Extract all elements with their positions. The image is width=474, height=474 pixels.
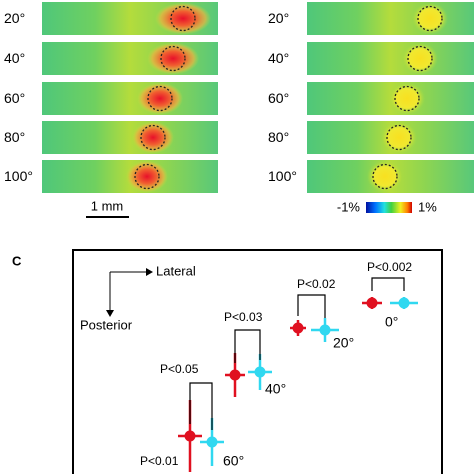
point: [292, 322, 304, 334]
point: [254, 366, 266, 378]
hot-spot: [126, 160, 168, 193]
hot-spot: [147, 42, 199, 75]
row-label: 100°: [4, 168, 33, 184]
panel-label: C: [12, 253, 22, 268]
bracket: [297, 294, 326, 318]
point: [319, 324, 331, 336]
row-label: 20°: [268, 10, 289, 26]
row-label: 40°: [268, 50, 289, 66]
p-value: P<0.002: [367, 260, 412, 274]
row-label: 20°: [4, 10, 25, 26]
heat-strip: [307, 2, 474, 35]
roi-circle: [160, 45, 186, 72]
p-value: P<0.01: [140, 454, 179, 468]
roi-circle: [140, 124, 166, 151]
hot-spot: [155, 2, 211, 35]
roi-circle: [394, 85, 420, 112]
roi-circle: [386, 124, 412, 151]
roi-circle: [147, 85, 173, 112]
angle-label: 0°: [385, 314, 398, 330]
point: [366, 297, 378, 309]
heat-strip: [307, 42, 474, 75]
row-label: 100°: [268, 168, 297, 184]
roi-circle: [134, 163, 160, 190]
hot-spot: [132, 121, 174, 154]
hot-spot: [137, 82, 183, 115]
colorbar-min: -1%: [337, 199, 361, 214]
roi-circle: [407, 45, 433, 72]
roi-circle: [170, 5, 196, 32]
axis-label: Lateral: [156, 263, 196, 278]
angle-label: 40°: [265, 381, 286, 397]
heatmaps: 20° 40° 60° 80° 100° 20° 40° 60° 80° 100°: [4, 2, 474, 193]
p-value: P<0.02: [297, 277, 336, 291]
colorbar-max: 1%: [418, 199, 437, 214]
points: P<0.002 0° P<0.02 20° P<0.03 40° P<0.05 60°: [160, 260, 418, 472]
heat-strip: [42, 121, 218, 154]
scale-label: 1 mm: [91, 198, 124, 213]
panel-box: [72, 249, 443, 474]
roi-circle: [372, 163, 398, 190]
row-label: 60°: [268, 90, 289, 106]
angle-label: 60°: [223, 453, 244, 469]
roi-circle: [417, 5, 443, 32]
row-label: 60°: [4, 90, 25, 106]
colorbar: [366, 202, 412, 213]
axis-label: Posterior: [80, 317, 133, 332]
heat-strip: [42, 82, 218, 115]
angle-label: 20°: [333, 335, 354, 351]
bracket: [234, 329, 261, 363]
row-label: 40°: [4, 50, 25, 66]
bracket: [371, 277, 405, 291]
point: [184, 430, 196, 442]
bracket: [189, 382, 213, 430]
arrow-head: [106, 310, 114, 317]
point: [229, 369, 241, 381]
row-label: 80°: [268, 129, 289, 145]
p-value: P<0.03: [224, 310, 263, 324]
row-label: 80°: [4, 129, 25, 145]
arrow-head: [146, 268, 153, 276]
p-value: P<0.05: [160, 362, 199, 376]
point: [206, 436, 218, 448]
point: [398, 297, 410, 309]
